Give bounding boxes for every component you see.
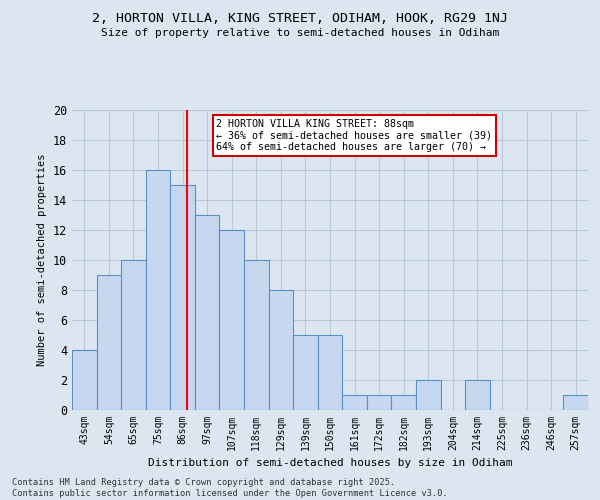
Bar [97, 275, 121, 410]
Bar [72, 350, 97, 410]
Bar [195, 215, 220, 410]
Bar [244, 260, 269, 410]
Bar [391, 395, 416, 410]
Bar [121, 260, 146, 410]
Bar [416, 380, 440, 410]
Text: Contains HM Land Registry data © Crown copyright and database right 2025.
Contai: Contains HM Land Registry data © Crown c… [12, 478, 448, 498]
Bar [293, 335, 318, 410]
X-axis label: Distribution of semi-detached houses by size in Odiham: Distribution of semi-detached houses by … [148, 458, 512, 468]
Bar [269, 290, 293, 410]
Bar [342, 395, 367, 410]
Bar [170, 185, 195, 410]
Bar [563, 395, 588, 410]
Y-axis label: Number of semi-detached properties: Number of semi-detached properties [37, 154, 47, 366]
Text: 2 HORTON VILLA KING STREET: 88sqm
← 36% of semi-detached houses are smaller (39): 2 HORTON VILLA KING STREET: 88sqm ← 36% … [217, 119, 493, 152]
Bar [367, 395, 391, 410]
Bar [318, 335, 342, 410]
Bar [465, 380, 490, 410]
Bar [146, 170, 170, 410]
Text: 2, HORTON VILLA, KING STREET, ODIHAM, HOOK, RG29 1NJ: 2, HORTON VILLA, KING STREET, ODIHAM, HO… [92, 12, 508, 26]
Text: Size of property relative to semi-detached houses in Odiham: Size of property relative to semi-detach… [101, 28, 499, 38]
Bar [220, 230, 244, 410]
